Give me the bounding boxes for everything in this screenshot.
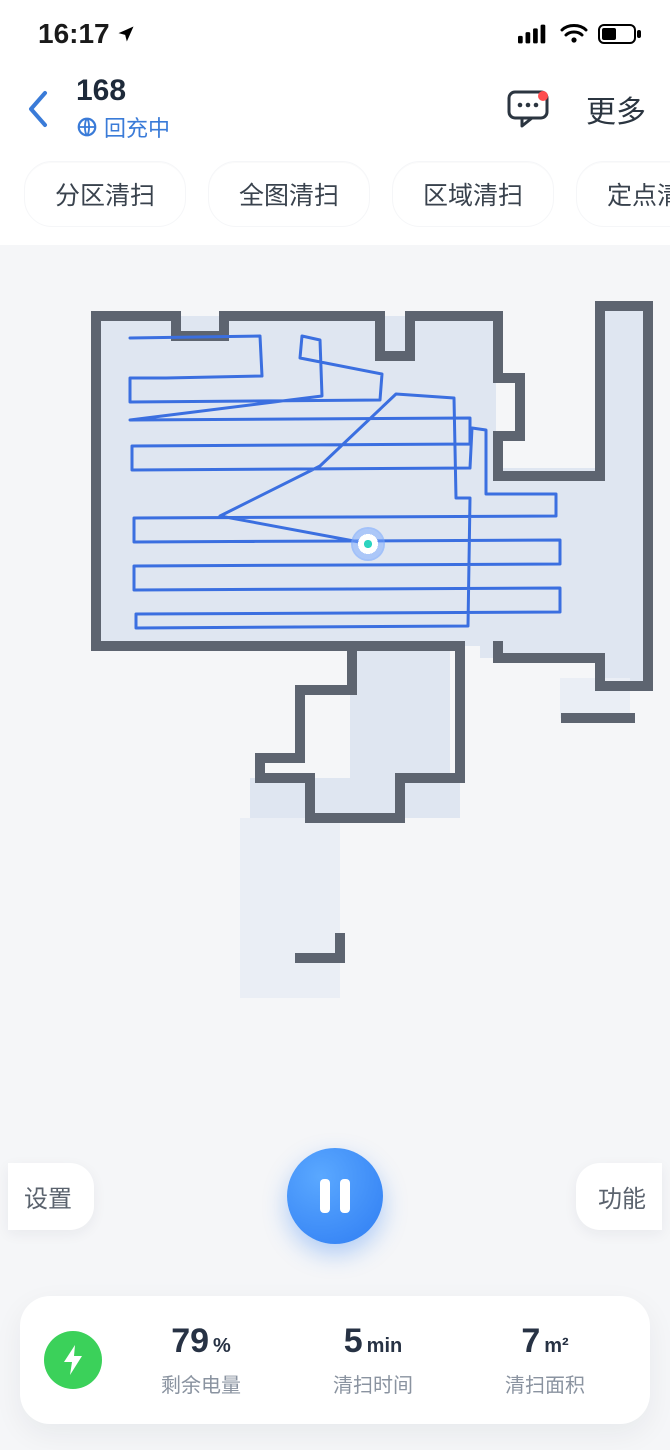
stat-area-value: 7 xyxy=(521,1322,540,1361)
battery-icon xyxy=(598,23,642,45)
stat-battery-label: 剩余电量 xyxy=(120,1369,282,1398)
stat-battery-unit: % xyxy=(213,1335,231,1358)
unread-dot-icon xyxy=(538,91,548,101)
back-button[interactable] xyxy=(14,81,62,137)
more-button[interactable]: 更多 xyxy=(582,81,650,137)
app-header: 168 回充中 更多 xyxy=(0,68,670,161)
pause-button[interactable] xyxy=(287,1148,383,1244)
control-row: 设置 功能 xyxy=(0,1148,670,1244)
stat-time-unit: min xyxy=(367,1335,403,1358)
stat-area-unit: m² xyxy=(544,1335,568,1358)
map-canvas xyxy=(0,218,670,1450)
robot-marker-icon xyxy=(353,529,383,559)
pause-icon xyxy=(320,1179,350,1213)
device-status: 回充中 xyxy=(104,111,170,143)
stat-battery: 79% 剩余电量 xyxy=(120,1322,282,1398)
chevron-left-icon xyxy=(25,89,51,129)
location-arrow-icon xyxy=(116,24,136,44)
stat-time-value: 5 xyxy=(344,1322,363,1361)
globe-icon xyxy=(76,116,98,138)
stat-area: 7m² 清扫面积 xyxy=(464,1322,626,1398)
status-bar: 16:17 xyxy=(0,0,670,68)
stat-time-label: 清扫时间 xyxy=(292,1369,454,1398)
status-time: 16:17 xyxy=(38,18,110,50)
floor-map[interactable] xyxy=(0,218,670,1450)
device-title: 168 xyxy=(76,74,170,107)
settings-button[interactable]: 设置 xyxy=(8,1163,94,1230)
charging-icon xyxy=(44,1331,102,1389)
functions-button[interactable]: 功能 xyxy=(576,1163,662,1230)
messages-button[interactable] xyxy=(500,81,556,137)
stat-area-label: 清扫面积 xyxy=(464,1369,626,1398)
wifi-icon xyxy=(560,24,588,44)
cell-signal-icon xyxy=(518,24,550,44)
stat-battery-value: 79 xyxy=(171,1322,209,1361)
stat-time: 5min 清扫时间 xyxy=(292,1322,454,1398)
stats-card: 79% 剩余电量 5min 清扫时间 7m² 清扫面积 xyxy=(20,1296,650,1424)
